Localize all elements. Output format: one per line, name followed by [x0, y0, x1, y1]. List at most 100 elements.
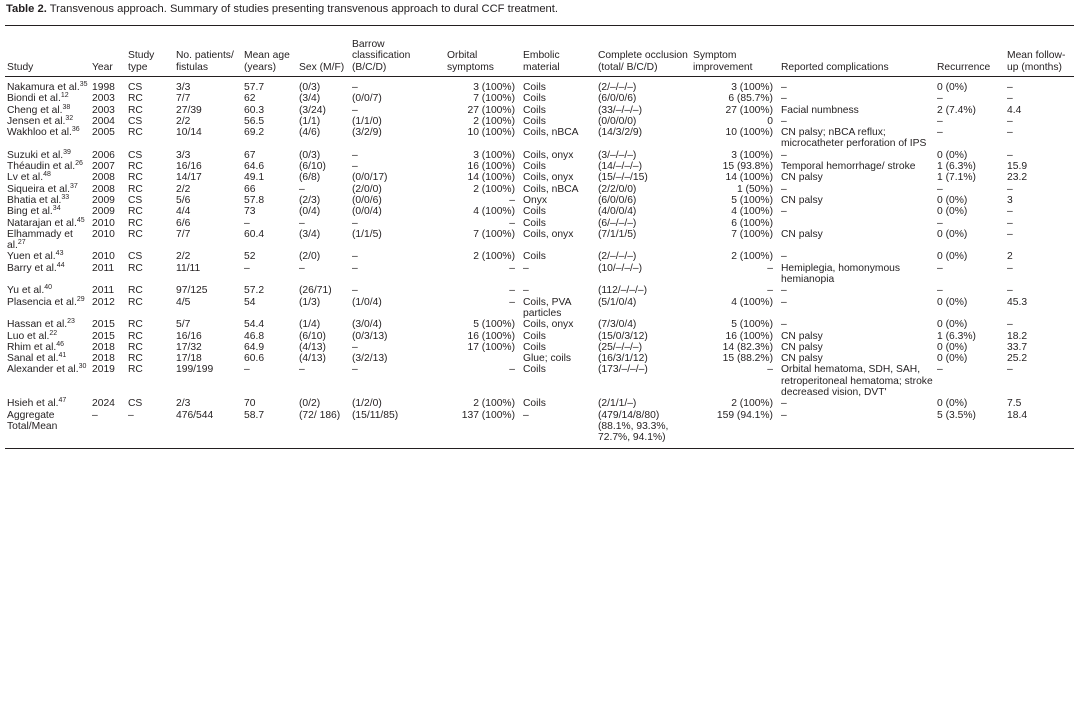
year-cell: –: [90, 409, 126, 449]
complications-cell: –: [781, 251, 787, 263]
study-cell: Yu et al.40: [5, 284, 90, 296]
recurrence-cell: –: [937, 93, 943, 105]
orbital-cell: –: [509, 217, 515, 229]
symptom-cell: 14 (100%): [725, 172, 773, 184]
table-caption-text: Transvenous approach. Summary of studies…: [49, 3, 558, 15]
occlusion-cell: (173/–/–/–): [598, 364, 648, 376]
table-caption: Table 2. Transvenous approach. Summary o…: [6, 3, 558, 15]
study-name: Natarajan et al.: [7, 217, 77, 229]
sex-cell: (3/4): [299, 93, 321, 105]
occlusion-cell: (25/–/–/–): [598, 341, 643, 353]
table-row: Bhatia et al.33 2009 CS 5/6 57.8 (2/3) (0/0/6)…: [5, 194, 1074, 206]
recurrence-cell: –: [937, 285, 943, 297]
occlusion-cell: (2/–/–/–): [598, 82, 637, 93]
column-header: Study type: [126, 25, 174, 77]
occlusion-cell: (479/14/8/80) (88.1%, 93.3%, 72.7%, 94.1…: [596, 409, 691, 449]
barrow-cell: (1/0/4): [352, 296, 382, 308]
study-cell: Bing et al.34: [5, 205, 90, 217]
year-cell: 2007: [92, 161, 115, 173]
barrow-cell: (0/0/7): [352, 93, 382, 105]
reference-number: 47: [58, 397, 67, 405]
pf-cell: 17/32: [176, 341, 202, 353]
year-cell: 2003: [92, 104, 115, 116]
reference-number: 45: [76, 216, 85, 224]
sex-cell: (72/ 186): [297, 409, 350, 449]
sex-cell: (6/10): [299, 330, 326, 342]
study-name: Cheng et al.: [7, 104, 63, 116]
study-cell: Alexander et al.30: [5, 363, 90, 398]
complications-cell: –: [781, 115, 787, 127]
recurrence-cell: 1 (6.3%): [937, 330, 976, 342]
column-header: Orbital symptoms: [445, 25, 521, 77]
type-cell: RC: [128, 217, 143, 229]
study-cell: Théaudin et al.26: [5, 160, 90, 172]
barrow-cell: (0/0/17): [352, 172, 388, 184]
reference-number: 23: [67, 318, 75, 326]
table-row: Bing et al.34 2009 RC 4/4 73 (0/4) (0/0/4) 4 (1…: [5, 205, 1074, 218]
followup-cell: 23.2: [1007, 172, 1028, 184]
recurrence-cell: 5 (3.5%): [935, 409, 1005, 449]
table-row: Siqueira et al.37 2008 RC 2/2 66– (2/0/0) 2 (1…: [5, 182, 1074, 195]
type-cell: RC: [128, 341, 143, 353]
followup-cell: 18.2: [1007, 330, 1028, 342]
column-header: Sex (M/F): [297, 25, 350, 77]
sex-cell: (6/8): [299, 172, 321, 184]
followup-cell: –: [1007, 217, 1013, 229]
type-cell: RC: [128, 127, 143, 139]
recurrence-cell: 0 (0%): [937, 251, 968, 263]
pf-cell: 5/6: [176, 194, 191, 206]
reference-number: 37: [69, 182, 78, 190]
table-row: Luo et al.22 2015 RC 16/16 46.8 (6/10) (0/3/13…: [5, 330, 1074, 342]
year-cell: 2006: [92, 149, 115, 161]
symptom-cell: 7 (100%): [731, 228, 773, 240]
recurrence-cell: 0 (0%): [937, 206, 968, 218]
study-name: Luo et al.: [7, 330, 50, 342]
orbital-cell: 3 (100%): [473, 82, 515, 93]
recurrence-cell: 1 (6.3%): [937, 161, 976, 173]
type-cell: RC: [128, 172, 143, 184]
type-cell: CS: [128, 194, 143, 206]
embolic-cell: –: [523, 262, 529, 274]
type-cell: RC: [128, 364, 143, 376]
column-header: Embolic material: [521, 25, 596, 77]
pf-cell: 7/7: [176, 228, 191, 240]
orbital-cell: –: [509, 364, 515, 376]
symptom-cell: 6 (85.7%): [728, 93, 773, 105]
barrow-cell: (3/2/9): [352, 127, 382, 139]
year-cell: 2024: [92, 398, 115, 410]
type-cell: RC: [128, 296, 143, 308]
embolic-cell: Coils: [523, 341, 546, 353]
embolic-cell: Coils: [523, 217, 546, 229]
recurrence-cell: 0 (0%): [937, 319, 968, 331]
sex-cell: (0/3): [299, 149, 321, 161]
occlusion-cell: (3/–/–/–): [598, 149, 637, 161]
column-header: Complete occlusion (total/ B/C/D): [596, 25, 691, 77]
barrow-cell: –: [352, 285, 358, 297]
orbital-cell: –: [509, 285, 515, 297]
study-name: Barry et al.: [7, 262, 57, 274]
table-row: Biondi et al.12 2003 RC 7/7 62 (3/4) (0/0/7) 7 …: [5, 92, 1074, 105]
study-name: Hsieh et al.: [7, 398, 59, 410]
recurrence-cell: 0 (0%): [937, 341, 968, 353]
reference-number: 29: [76, 295, 85, 303]
year-cell: 1998: [92, 82, 115, 93]
column-header: Study: [5, 25, 90, 77]
reference-number: 43: [55, 250, 64, 258]
table-row: Suzuki et al.39 2006 CS 3/3 67 (0/3) –3 (100%)…: [5, 149, 1074, 161]
occlusion-cell: (6/0/0/6): [598, 93, 637, 105]
study-cell: Aggregate Total/Mean: [5, 409, 90, 449]
reference-number: 27: [17, 239, 26, 247]
recurrence-cell: –: [937, 364, 943, 376]
followup-cell: –: [1007, 285, 1013, 297]
barrow-cell: –: [352, 149, 358, 161]
orbital-cell: 10 (100%): [467, 127, 515, 139]
column-header: Year: [90, 25, 126, 77]
embolic-cell: Coils: [523, 364, 546, 376]
followup-cell: 7.5: [1007, 398, 1022, 410]
pf-cell: 5/7: [176, 319, 191, 331]
barrow-cell: (15/11/85): [350, 409, 445, 449]
recurrence-cell: –: [937, 127, 943, 139]
type-cell: RC: [128, 319, 143, 331]
study-cell: Nakamura et al.35: [5, 77, 90, 94]
embolic-cell: Coils, onyx: [523, 228, 574, 240]
